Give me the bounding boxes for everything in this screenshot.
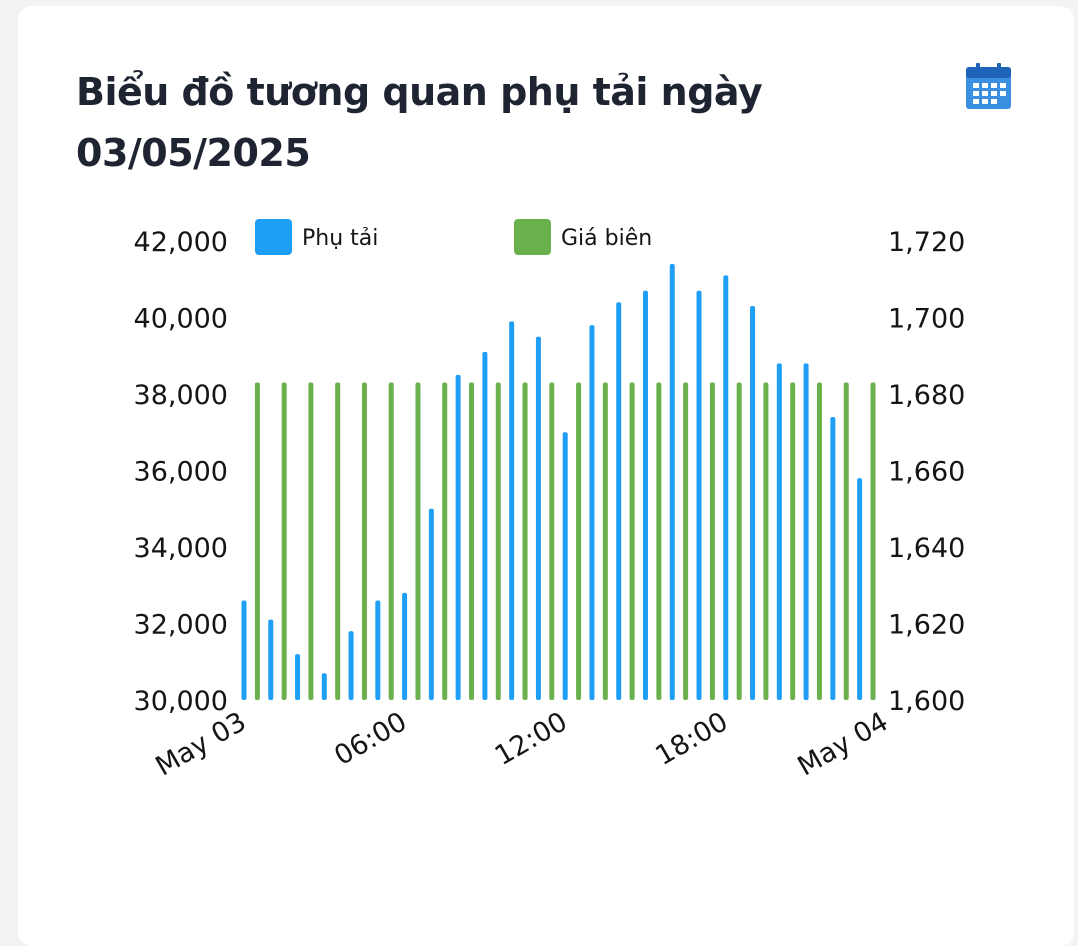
x-tick-label: May 03: [150, 706, 251, 782]
load-bar[interactable]: [348, 631, 354, 700]
price-bar[interactable]: [736, 382, 742, 700]
load-bar[interactable]: [723, 275, 729, 700]
left-tick-label: 30,000: [134, 686, 228, 717]
right-tick-label: 1,620: [888, 610, 965, 641]
load-bar[interactable]: [562, 432, 568, 700]
right-tick-label: 1,600: [888, 686, 965, 717]
load-bar[interactable]: [776, 363, 782, 700]
left-tick-label: 32,000: [134, 610, 228, 641]
load-bar[interactable]: [830, 416, 836, 700]
x-tick-label: May 04: [792, 706, 893, 782]
load-bar[interactable]: [669, 263, 675, 700]
legend: Phụ tải Giá biên: [255, 219, 652, 255]
price-bar[interactable]: [683, 382, 689, 700]
load-bar[interactable]: [375, 600, 381, 700]
right-tick-label: 1,660: [888, 457, 965, 488]
right-tick-label: 1,640: [888, 533, 965, 564]
load-bar[interactable]: [428, 508, 434, 700]
price-bar[interactable]: [495, 382, 501, 700]
price-bar[interactable]: [870, 382, 876, 700]
load-bar[interactable]: [750, 306, 756, 700]
x-tick-label: 06:00: [329, 706, 412, 772]
load-bar[interactable]: [535, 336, 541, 700]
x-tick-label: 12:00: [490, 706, 573, 772]
load-bar[interactable]: [321, 673, 327, 700]
price-bar[interactable]: [763, 382, 769, 700]
load-bar[interactable]: [589, 325, 595, 700]
load-bar[interactable]: [455, 374, 461, 700]
right-tick-label: 1,720: [888, 227, 965, 258]
price-bar[interactable]: [522, 382, 528, 700]
price-bar[interactable]: [415, 382, 421, 700]
price-bar[interactable]: [816, 382, 822, 700]
price-bar[interactable]: [709, 382, 715, 700]
load-bar[interactable]: [642, 290, 648, 700]
load-bar[interactable]: [482, 351, 488, 700]
chart-title: Biểu đồ tương quan phụ tải ngày 03/05/20…: [76, 62, 836, 184]
price-bar[interactable]: [469, 382, 475, 700]
legend-label-price[interactable]: Giá biên: [561, 226, 652, 251]
load-bar[interactable]: [241, 600, 247, 700]
left-tick-label: 34,000: [134, 533, 228, 564]
chart-title-line1: Biểu đồ tương quan phụ tải ngày: [76, 70, 763, 114]
load-bar[interactable]: [295, 654, 301, 700]
load-bar[interactable]: [803, 363, 809, 700]
calendar-icon[interactable]: [965, 63, 1012, 110]
price-bar[interactable]: [388, 382, 394, 700]
load-bar[interactable]: [402, 592, 408, 700]
bars: [241, 263, 876, 700]
right-axis: 1,600 1,620 1,640 1,660 1,680 1,700 1,720: [888, 227, 965, 717]
price-bar[interactable]: [602, 382, 608, 700]
x-axis: May 03 06:00 12:00 18:00 May 04: [150, 706, 893, 782]
left-tick-label: 38,000: [134, 380, 228, 411]
price-bar[interactable]: [442, 382, 448, 700]
right-tick-label: 1,680: [888, 380, 965, 411]
price-bar[interactable]: [843, 382, 849, 700]
price-bar[interactable]: [576, 382, 582, 700]
legend-label-load[interactable]: Phụ tải: [302, 226, 378, 251]
price-bar[interactable]: [629, 382, 635, 700]
chart-title-line2: 03/05/2025: [76, 131, 311, 175]
left-tick-label: 36,000: [134, 457, 228, 488]
legend-swatch-load[interactable]: [255, 219, 292, 255]
left-tick-label: 42,000: [134, 227, 228, 258]
price-bar[interactable]: [335, 382, 341, 700]
price-bar[interactable]: [281, 382, 287, 700]
load-bar[interactable]: [509, 321, 515, 700]
load-bar[interactable]: [616, 302, 622, 700]
load-bar[interactable]: [857, 478, 863, 700]
left-tick-label: 40,000: [134, 304, 228, 335]
right-tick-label: 1,700: [888, 304, 965, 335]
price-bar[interactable]: [790, 382, 796, 700]
legend-swatch-price[interactable]: [514, 219, 551, 255]
load-bar[interactable]: [268, 619, 274, 700]
price-bar[interactable]: [549, 382, 555, 700]
price-bar[interactable]: [361, 382, 367, 700]
price-bar[interactable]: [308, 382, 314, 700]
x-tick-label: 18:00: [650, 706, 733, 772]
load-bar[interactable]: [696, 290, 702, 700]
price-bar[interactable]: [254, 382, 260, 700]
chart-card: [18, 6, 1074, 946]
left-axis: 30,000 32,000 34,000 36,000 38,000 40,000 42,0…: [134, 227, 228, 717]
price-bar[interactable]: [656, 382, 662, 700]
